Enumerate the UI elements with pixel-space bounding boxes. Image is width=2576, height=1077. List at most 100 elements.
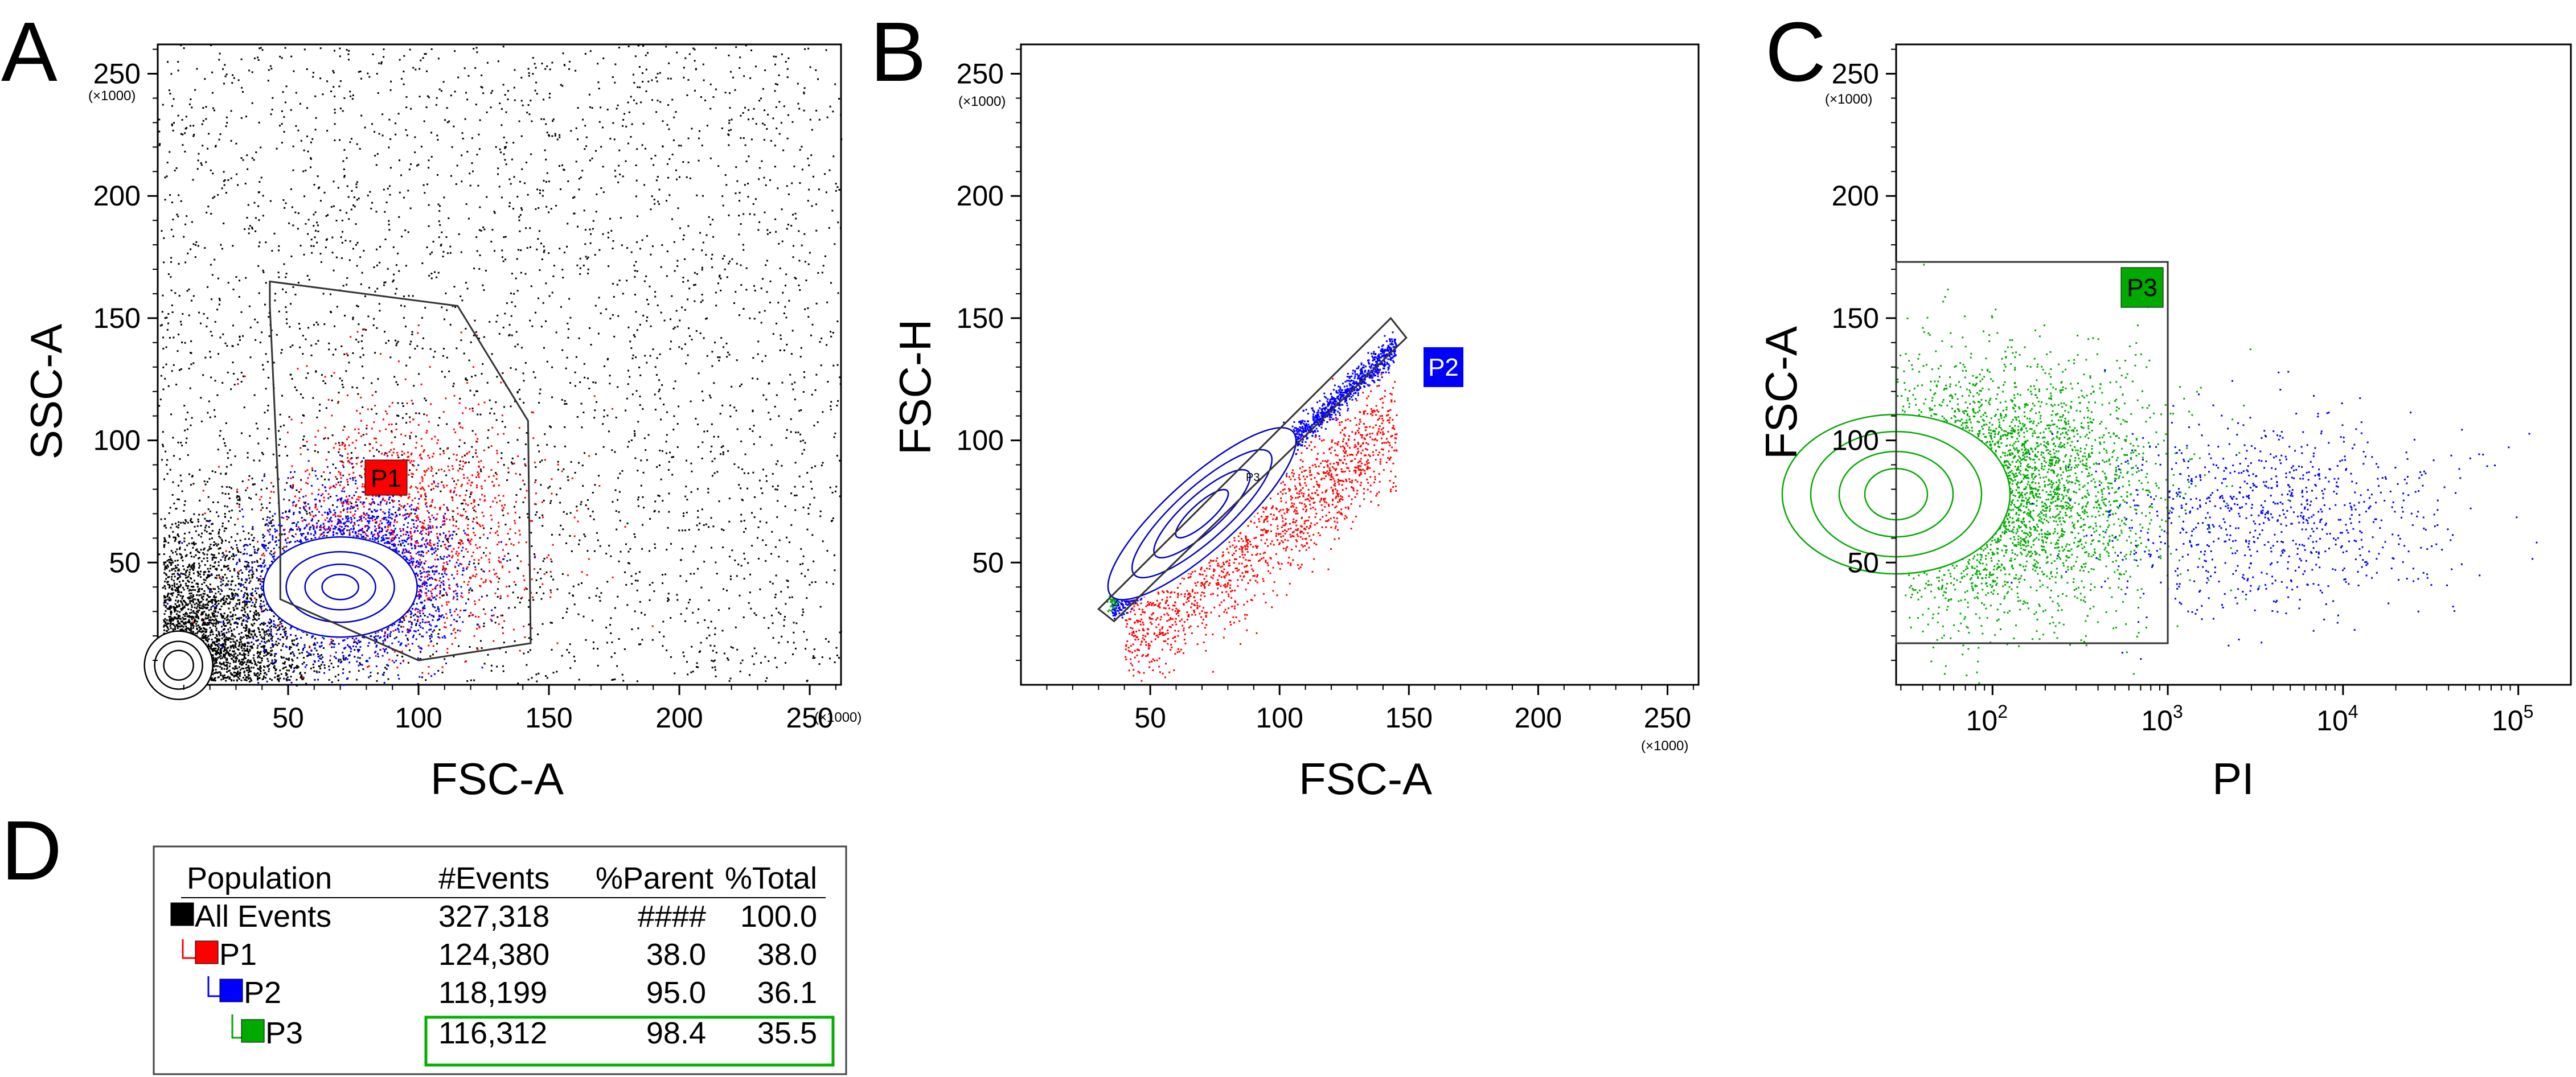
- event-dot: [222, 676, 224, 678]
- event-dot: [783, 313, 785, 314]
- event-dot: [223, 668, 225, 670]
- event-dot: [259, 667, 261, 668]
- event-dot: [766, 291, 768, 293]
- event-dot: [253, 159, 255, 161]
- event-dot: [169, 468, 171, 471]
- event-dot: [274, 660, 277, 663]
- event-dot: [535, 579, 538, 581]
- event-dot: [262, 676, 265, 679]
- event-dot: [266, 361, 269, 363]
- event-dot: [697, 666, 699, 668]
- event-dot: [799, 149, 801, 151]
- event-dot: [549, 502, 552, 504]
- event-dot: [239, 652, 241, 655]
- event-dot: [410, 108, 412, 110]
- event-dot: [476, 390, 478, 392]
- event-dot: [170, 228, 173, 231]
- event-dot: [426, 95, 429, 97]
- event-dot: [300, 479, 302, 481]
- event-dot: [711, 266, 713, 268]
- event-dot: [213, 660, 215, 662]
- event-dot: [445, 474, 448, 476]
- event-dot: [807, 47, 810, 50]
- event-dot: [232, 646, 235, 648]
- event-dot: [384, 211, 386, 213]
- event-dot: [244, 603, 247, 606]
- event-dot: [335, 256, 338, 258]
- event-dot: [210, 376, 212, 379]
- event-dot: [215, 659, 217, 661]
- event-dot: [597, 648, 599, 650]
- event-dot: [501, 256, 503, 258]
- event-dot: [228, 669, 231, 672]
- event-dot: [553, 445, 556, 447]
- event-dot: [701, 458, 703, 459]
- event-dot: [254, 634, 256, 636]
- event-dot: [621, 470, 624, 472]
- event-dot: [655, 111, 658, 113]
- event-dot: [346, 185, 348, 187]
- event-dot: [197, 599, 199, 602]
- event-dot: [715, 88, 717, 91]
- event-dot: [753, 213, 756, 216]
- event-dot: [775, 574, 777, 577]
- event-dot: [251, 605, 253, 607]
- event-dot: [268, 316, 270, 318]
- event-dot: [273, 615, 275, 618]
- event-dot: [275, 536, 277, 538]
- event-dot: [556, 588, 559, 590]
- event-dot: [269, 622, 272, 624]
- event-dot: [289, 664, 290, 667]
- event-dot: [766, 233, 769, 235]
- event-dot: [793, 642, 795, 644]
- event-dot: [296, 528, 298, 531]
- event-dot: [251, 478, 253, 480]
- event-dot: [333, 86, 335, 88]
- event-dot: [233, 568, 235, 570]
- event-dot: [184, 549, 186, 551]
- event-dot: [504, 159, 506, 161]
- event-dot: [556, 671, 558, 673]
- event-dot: [310, 667, 312, 669]
- event-dot: [239, 669, 241, 671]
- event-dot: [711, 460, 713, 462]
- event-dot: [268, 652, 270, 654]
- event-dot: [215, 671, 217, 673]
- event-dot: [515, 583, 517, 586]
- event-dot: [170, 73, 173, 75]
- event-dot: [184, 500, 186, 502]
- event-dot: [286, 322, 288, 324]
- event-dot: [739, 671, 741, 673]
- event-dot: [551, 622, 553, 624]
- event-dot: [318, 410, 321, 412]
- event-dot: [720, 289, 722, 291]
- event-dot: [219, 52, 221, 55]
- event-dot: [402, 405, 404, 407]
- event-dot: [636, 148, 638, 150]
- event-dot: [248, 574, 250, 577]
- event-dot: [489, 399, 491, 401]
- event-dot: [654, 154, 657, 157]
- event-dot: [508, 324, 511, 326]
- event-dot: [214, 647, 216, 650]
- event-dot: [640, 101, 642, 104]
- event-dot: [225, 577, 228, 579]
- event-dot: [764, 69, 766, 71]
- event-dot: [178, 541, 180, 543]
- event-dot: [193, 622, 195, 624]
- event-dot: [634, 434, 636, 437]
- event-dot: [233, 628, 235, 631]
- event-dot: [305, 338, 307, 340]
- event-dot: [732, 76, 734, 79]
- event-dot: [220, 655, 222, 657]
- event-dot: [656, 466, 658, 468]
- event-dot: [635, 356, 637, 359]
- event-dot: [300, 672, 301, 674]
- event-dot: [208, 646, 211, 648]
- event-dot: [758, 167, 761, 169]
- event-dot: [244, 183, 247, 185]
- event-dot: [704, 99, 706, 101]
- event-dot: [192, 566, 195, 568]
- event-dot: [657, 100, 659, 102]
- event-dot: [256, 569, 258, 572]
